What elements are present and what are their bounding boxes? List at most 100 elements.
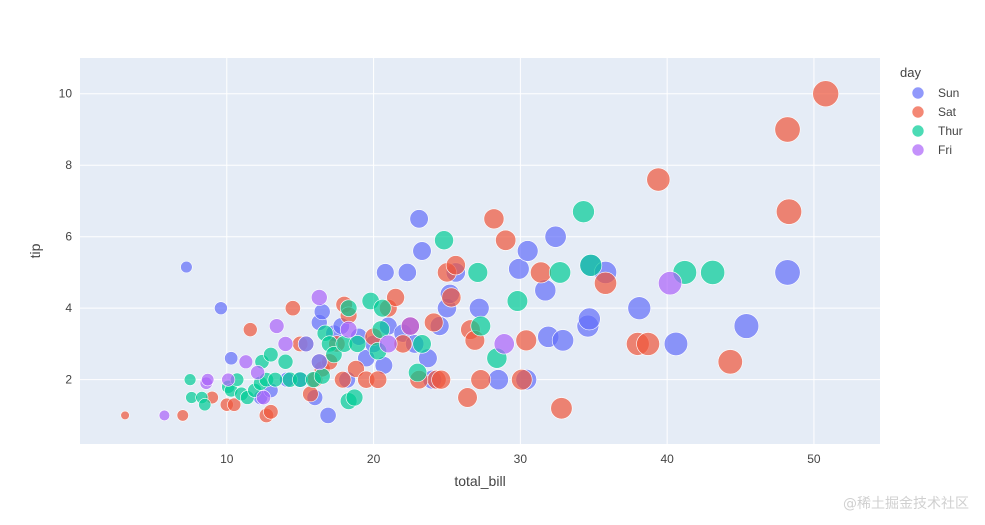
data-point-fri [201, 373, 215, 387]
y-tick-label: 8 [65, 158, 72, 172]
data-point-sat [284, 300, 301, 317]
data-point-sat [386, 288, 405, 307]
data-point-sun [627, 296, 652, 320]
x-tick-label: 40 [660, 452, 674, 466]
data-point-thur [572, 200, 595, 223]
data-point-sat [176, 409, 189, 422]
data-point-thur [434, 230, 454, 251]
data-point-sat [812, 80, 839, 108]
data-point-thur [313, 367, 331, 385]
legend-marker [911, 105, 925, 119]
data-point-thur [408, 362, 428, 383]
data-point-sun [180, 260, 193, 274]
legend-item-thur[interactable]: Thur [911, 124, 963, 138]
data-point-sat [242, 322, 258, 337]
data-point-thur [506, 290, 529, 312]
data-point-sun [313, 303, 331, 321]
data-point-sun [733, 313, 760, 339]
data-point-thur [263, 347, 279, 363]
data-point-sat [227, 397, 242, 412]
data-point-sun [516, 240, 539, 262]
y-axis-title: tip [27, 243, 43, 258]
data-point-fri [310, 289, 328, 306]
data-point-thur [548, 261, 572, 284]
data-point-sun [469, 297, 490, 319]
legend-marker [911, 143, 925, 157]
data-point-fri [238, 354, 254, 370]
legend-item-fri[interactable]: Fri [911, 143, 952, 157]
data-point-sat [646, 167, 671, 192]
data-point-sat [594, 271, 617, 295]
data-points [120, 80, 839, 424]
data-point-thur [183, 373, 197, 386]
data-point-sat [457, 387, 478, 408]
data-point-sun [774, 259, 801, 286]
data-point-thur [339, 299, 358, 317]
data-point-sun [508, 258, 530, 280]
data-point-sat [368, 370, 388, 389]
data-point-sat [302, 385, 319, 403]
data-point-thur [373, 299, 392, 318]
data-point-thur [467, 262, 488, 283]
data-point-fri [339, 320, 358, 339]
legend-item-sat[interactable]: Sat [911, 105, 957, 119]
tick-labels: 10 20 30 40 50 2 4 6 8 10 [59, 87, 821, 466]
x-tick-label: 30 [514, 452, 528, 466]
data-point-sun [534, 279, 557, 302]
data-point-sat [636, 332, 660, 356]
y-tick-label: 6 [65, 230, 72, 244]
data-point-sun [663, 331, 689, 357]
x-tick-label: 20 [367, 452, 381, 466]
data-point-sat [441, 287, 462, 308]
data-point-sat [470, 369, 491, 390]
legend-title: day [900, 65, 921, 80]
data-point-sun [551, 329, 574, 352]
data-point-sat [424, 312, 444, 333]
data-point-fri [400, 316, 420, 336]
data-point-fri [250, 365, 266, 380]
data-point-sat [515, 329, 537, 352]
data-point-sun [224, 351, 239, 366]
x-axis-title: total_bill [454, 473, 505, 489]
data-point-thur [277, 353, 294, 370]
x-tick-label: 10 [220, 452, 234, 466]
data-point-thur [345, 388, 364, 407]
data-point-sun [319, 406, 337, 424]
data-point-sat [495, 229, 517, 251]
data-point-fri [658, 271, 683, 296]
legend: day Sun Sat Thur Fri [900, 65, 963, 157]
data-point-thur [198, 398, 212, 412]
data-point-fri [158, 409, 171, 422]
data-point-thur [348, 335, 367, 353]
data-point-sat [483, 208, 505, 230]
y-tick-label: 10 [59, 87, 73, 101]
data-point-sun [578, 307, 601, 331]
data-point-fri [297, 335, 315, 353]
legend-item-sun[interactable]: Sun [911, 86, 959, 100]
data-point-fri [493, 333, 515, 355]
data-point-fri [277, 336, 294, 352]
legend-label: Sun [938, 86, 959, 100]
data-point-thur [700, 260, 726, 285]
data-point-sun [409, 209, 429, 229]
data-point-fri [379, 334, 398, 354]
data-point-fri [221, 372, 236, 387]
data-point-sat [774, 116, 801, 143]
data-point-sat [431, 369, 451, 390]
data-point-sat [511, 369, 533, 391]
data-point-sat [717, 349, 743, 375]
legend-label: Fri [938, 143, 952, 157]
data-point-fri [255, 390, 271, 406]
data-point-sat [445, 255, 466, 276]
data-point-sun [412, 241, 432, 261]
data-point-thur [267, 371, 283, 388]
data-point-sat [263, 404, 279, 420]
data-point-sun [487, 369, 509, 391]
data-point-sun [376, 263, 395, 282]
watermark: @稀土掘金技术社区 [843, 496, 969, 512]
data-point-sat [530, 261, 552, 284]
data-point-sun [214, 301, 228, 315]
legend-marker [911, 86, 925, 100]
